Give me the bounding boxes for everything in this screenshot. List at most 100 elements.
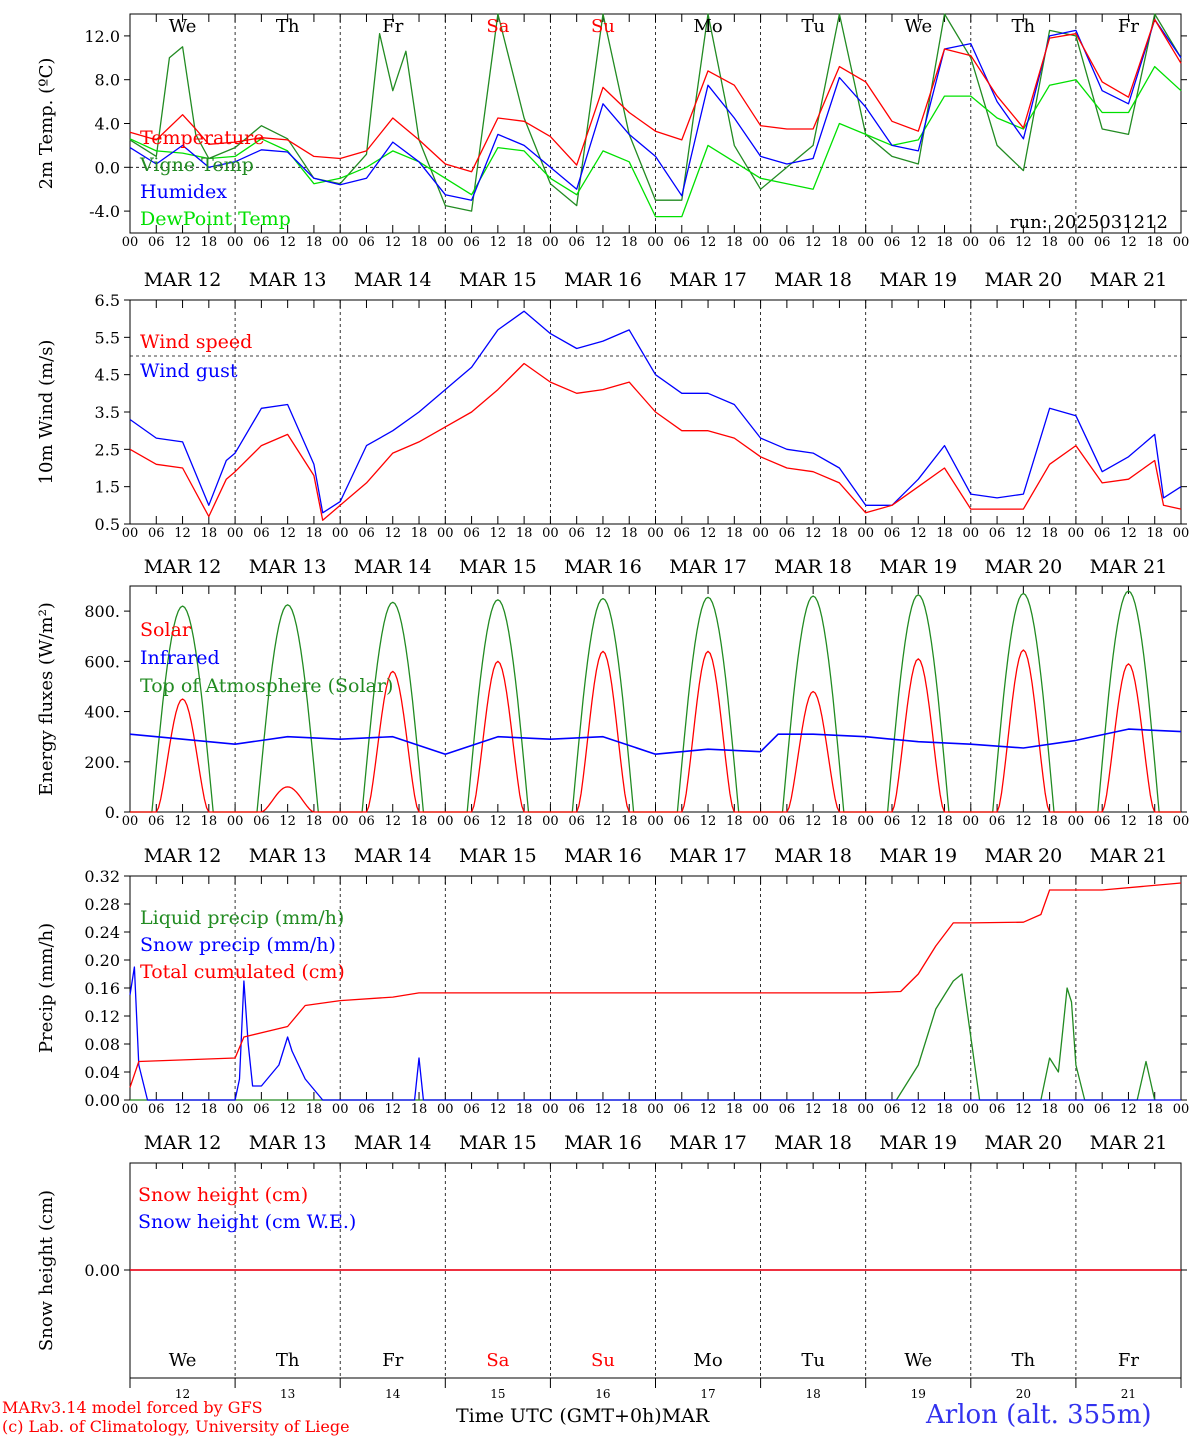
hour-tick-label: 00 — [227, 814, 244, 829]
y-tick-label: 8.0 — [95, 71, 120, 90]
y-axis-label: 2m Temp. (ºC) — [36, 58, 57, 190]
date-label: MAR 12 — [144, 845, 222, 867]
hour-tick-label: 12 — [805, 1102, 822, 1117]
hour-tick-label: 06 — [358, 526, 375, 541]
series-line-dewpoint-temp — [129, 65, 1182, 218]
day-name: We — [169, 1350, 197, 1371]
hour-tick-label: 12 — [700, 814, 717, 829]
legend-vigne-temp: Vigne Temp — [139, 154, 254, 176]
hour-tick-label: 00 — [647, 526, 664, 541]
legend-dewpoint-temp: DewPoint Temp — [140, 208, 291, 230]
hour-tick-label: 00 — [647, 235, 664, 250]
x-axis-title-text: Time UTC (GMT+0h) — [456, 1405, 662, 1427]
hour-tick-label: 00 — [122, 814, 139, 829]
hour-tick-label: 18 — [306, 526, 323, 541]
date-label: MAR 18 — [774, 845, 852, 867]
hour-tick-label: 18 — [201, 814, 218, 829]
hour-tick-label: 18 — [831, 814, 848, 829]
y-tick-label: 200. — [84, 753, 120, 772]
hour-tick-label: 06 — [989, 526, 1006, 541]
y-tick-label: 0.5 — [95, 515, 120, 534]
series-line-vigne-temp — [129, 13, 1182, 212]
date-label: MAR 13 — [249, 556, 327, 578]
date-label: MAR 17 — [669, 269, 747, 291]
station-name: Arlon (alt. 355m) — [926, 1400, 1152, 1430]
day-name: Fr — [1118, 1350, 1139, 1371]
hour-tick-label: 18 — [411, 1102, 428, 1117]
hour-tick-label: 06 — [148, 814, 165, 829]
date-label: MAR 13 — [249, 269, 327, 291]
hour-tick-label: 06 — [463, 1102, 480, 1117]
date-label: MAR 21 — [1090, 1132, 1168, 1154]
hour-tick-label: 06 — [463, 814, 480, 829]
day-name: Fr — [382, 1350, 403, 1371]
hour-tick-label: 06 — [779, 235, 796, 250]
date-label: MAR 21 — [1090, 269, 1168, 291]
hour-tick-label: 18 — [411, 526, 428, 541]
date-label: MAR 17 — [669, 1132, 747, 1154]
day-name: Tu — [801, 1350, 825, 1371]
hour-tick-label: 12 — [279, 814, 296, 829]
hour-tick-label: 18 — [306, 814, 323, 829]
date-label: MAR 15 — [459, 556, 537, 578]
date-label: MAR 21 — [1090, 556, 1168, 578]
y-tick-label: 800. — [84, 602, 120, 621]
day-name: Fr — [382, 16, 403, 37]
date-label: MAR 16 — [564, 1132, 642, 1154]
hour-tick-label: 00 — [542, 526, 559, 541]
y-tick-label: 5.5 — [95, 328, 120, 347]
hour-tick-label: 12 — [384, 526, 401, 541]
hour-tick-label: 00 — [227, 1102, 244, 1117]
legend-temperature: Temperature — [140, 127, 264, 149]
hour-tick-label: 12 — [490, 526, 507, 541]
hour-tick-label: 00 — [332, 1102, 349, 1117]
hour-tick-label: 00 — [332, 235, 349, 250]
hour-tick-label: 06 — [358, 814, 375, 829]
hour-tick-label: 18 — [936, 526, 953, 541]
y-tick-label: 0.0 — [95, 158, 120, 177]
hour-tick-label: 00 — [542, 1102, 559, 1117]
hour-tick-label: 18 — [621, 235, 638, 250]
day-name: Mo — [693, 1350, 722, 1371]
hour-tick-label: 00 — [752, 235, 769, 250]
hour-tick-label: 06 — [148, 235, 165, 250]
date-label: MAR 16 — [564, 845, 642, 867]
date-label: MAR 19 — [879, 269, 957, 291]
day-name: Mo — [693, 16, 722, 37]
hour-tick-label: 00 — [437, 814, 454, 829]
hour-tick-label: 00 — [1173, 235, 1190, 250]
hour-tick-label: 06 — [253, 1102, 270, 1117]
hour-tick-label: 06 — [253, 235, 270, 250]
hour-tick-label: 18 — [1041, 814, 1058, 829]
date-label: MAR 14 — [354, 269, 432, 291]
hour-tick-label: 12 — [910, 814, 927, 829]
hour-tick-label: 06 — [568, 1102, 585, 1117]
hour-tick-label: 18 — [726, 235, 743, 250]
hour-tick-label: 18 — [831, 235, 848, 250]
date-label: MAR 12 — [144, 1132, 222, 1154]
hour-tick-label: 18 — [306, 1102, 323, 1117]
date-label: MAR 20 — [984, 845, 1062, 867]
hour-tick-label: 00 — [647, 1102, 664, 1117]
hour-tick-label: 18 — [726, 526, 743, 541]
hour-tick-label: 00 — [857, 526, 874, 541]
hour-tick-label: 00 — [857, 814, 874, 829]
hour-tick-label: 12 — [595, 814, 612, 829]
hour-tick-label: 12 — [595, 526, 612, 541]
hour-tick-label: 00 — [332, 814, 349, 829]
month-label: MAR — [661, 1405, 710, 1427]
hour-tick-label: 18 — [831, 1102, 848, 1117]
hour-tick-label: 12 — [700, 235, 717, 250]
hour-tick-label: 06 — [674, 235, 691, 250]
y-tick-label: 0.12 — [84, 1007, 120, 1026]
hour-tick-label: 18 — [201, 1102, 218, 1117]
hour-tick-label: 00 — [752, 1102, 769, 1117]
date-label: MAR 19 — [879, 1132, 957, 1154]
day-number: 21 — [1121, 1387, 1136, 1401]
hour-tick-label: 12 — [1120, 526, 1137, 541]
hour-tick-label: 18 — [1146, 814, 1163, 829]
hour-tick-label: 06 — [989, 235, 1006, 250]
y-tick-label: 4.5 — [95, 366, 120, 385]
hour-tick-label: 06 — [884, 814, 901, 829]
hour-tick-label: 12 — [384, 1102, 401, 1117]
